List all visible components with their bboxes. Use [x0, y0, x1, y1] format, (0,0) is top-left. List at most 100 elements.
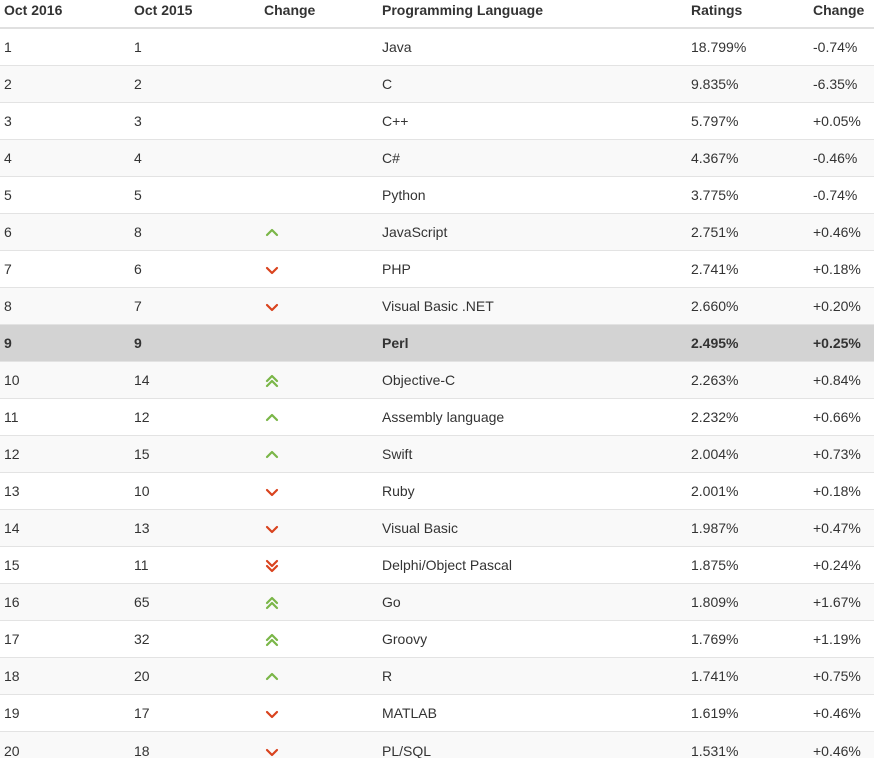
table-row: 14 13 Visual Basic 1.987% +0.47% [0, 510, 874, 547]
change-indicator-cell [264, 557, 382, 573]
rating-cell: 2.495% [691, 335, 739, 351]
rank-cell: 7 [4, 261, 12, 277]
header-programming-language[interactable]: Programming Language [382, 2, 544, 18]
previous-rank-cell: 2 [134, 76, 142, 92]
rating-change-cell: -6.35% [813, 76, 858, 92]
double-chevron-up-icon [265, 596, 279, 610]
rating-change-cell: +0.18% [813, 261, 861, 277]
table-row: 5 5 Python 3.775% -0.74% [0, 177, 874, 214]
double-chevron-up-icon [265, 374, 279, 388]
change-indicator-cell [264, 594, 382, 610]
rank-cell: 3 [4, 113, 12, 129]
previous-rank-cell: 1 [134, 39, 142, 55]
rank-cell: 15 [4, 557, 20, 573]
table-body: 1 1 Java 18.799% -0.74% 2 2 C 9.835% -6.35% 3 3 C++ 5… [0, 29, 874, 758]
change-indicator-cell [264, 261, 382, 277]
rating-change-cell: +0.18% [813, 483, 861, 499]
language-name-cell: Perl [382, 335, 409, 351]
double-chevron-up-icon [265, 633, 279, 647]
rating-cell: 2.001% [691, 483, 739, 499]
chevron-up-icon [265, 670, 279, 684]
previous-rank-cell: 8 [134, 224, 142, 240]
rank-cell: 19 [4, 705, 20, 721]
rating-cell: 1.809% [691, 594, 739, 610]
chevron-down-icon [265, 300, 279, 314]
previous-rank-cell: 17 [134, 705, 150, 721]
rating-change-cell: +0.20% [813, 298, 861, 314]
rating-change-cell: +0.46% [813, 224, 861, 240]
rank-cell: 1 [4, 39, 12, 55]
previous-rank-cell: 18 [134, 742, 150, 758]
rating-change-cell: +0.46% [813, 705, 861, 721]
language-name-cell: Python [382, 187, 426, 203]
rating-change-cell: +0.75% [813, 668, 861, 684]
previous-rank-cell: 14 [134, 372, 150, 388]
rank-cell: 20 [4, 742, 20, 758]
previous-rank-cell: 3 [134, 113, 142, 129]
rating-cell: 1.619% [691, 705, 739, 721]
language-name-cell: Ruby [382, 483, 415, 499]
header-ratings[interactable]: Ratings [691, 2, 743, 18]
header-change[interactable]: Change [264, 2, 316, 18]
rank-cell: 8 [4, 298, 12, 314]
table-row: 10 14 Objective-C 2.263% +0.84% [0, 362, 874, 399]
language-name-cell: Go [382, 594, 401, 610]
rating-change-cell: -0.74% [813, 187, 858, 203]
change-indicator-cell [264, 483, 382, 499]
table-row: 20 18 PL/SQL 1.531% +0.46% [0, 732, 874, 758]
rank-cell: 14 [4, 520, 20, 536]
language-name-cell: C# [382, 150, 400, 166]
change-indicator-cell [264, 668, 382, 684]
rating-cell: 1.769% [691, 631, 739, 647]
rating-cell: 4.367% [691, 150, 739, 166]
language-name-cell: Objective-C [382, 372, 456, 388]
rating-cell: 2.660% [691, 298, 739, 314]
change-indicator-cell [264, 520, 382, 536]
rating-cell: 5.797% [691, 113, 739, 129]
previous-rank-cell: 20 [134, 668, 150, 684]
language-name-cell: C [382, 76, 393, 92]
header-oct-2016[interactable]: Oct 2016 [4, 2, 63, 18]
header-oct-2015[interactable]: Oct 2015 [134, 2, 193, 18]
change-indicator-cell [264, 409, 382, 425]
rank-cell: 2 [4, 76, 12, 92]
rating-change-cell: +0.73% [813, 446, 861, 462]
previous-rank-cell: 7 [134, 298, 142, 314]
change-indicator-cell [264, 631, 382, 647]
table-row: 6 8 JavaScript 2.751% +0.46% [0, 214, 874, 251]
chevron-up-icon [265, 226, 279, 240]
chevron-up-icon [265, 411, 279, 425]
previous-rank-cell: 11 [134, 557, 149, 573]
chevron-down-icon [265, 522, 279, 536]
rating-cell: 2.741% [691, 261, 739, 277]
rank-cell: 16 [4, 594, 20, 610]
language-name-cell: Visual Basic .NET [382, 298, 494, 314]
change-indicator-cell [264, 298, 382, 314]
rank-cell: 6 [4, 224, 12, 240]
previous-rank-cell: 13 [134, 520, 150, 536]
table-row: 18 20 R 1.741% +0.75% [0, 658, 874, 695]
header-rating-change[interactable]: Change [813, 2, 865, 18]
rating-cell: 1.531% [691, 742, 739, 758]
language-name-cell: Delphi/Object Pascal [382, 557, 512, 573]
rating-change-cell: +1.67% [813, 594, 861, 610]
table-row: 17 32 Groovy 1.769% +1.19% [0, 621, 874, 658]
rating-cell: 2.751% [691, 224, 739, 240]
rating-cell: 2.004% [691, 446, 739, 462]
table-row: 3 3 C++ 5.797% +0.05% [0, 103, 874, 140]
rank-cell: 9 [4, 335, 12, 351]
previous-rank-cell: 6 [134, 261, 142, 277]
rank-cell: 12 [4, 446, 20, 462]
rating-cell: 3.775% [691, 187, 739, 203]
rating-cell: 18.799% [691, 39, 747, 55]
chevron-down-icon [265, 707, 279, 721]
rating-cell: 1.875% [691, 557, 739, 573]
language-name-cell: MATLAB [382, 705, 437, 721]
table-row: 1 1 Java 18.799% -0.74% [0, 29, 874, 66]
table-row: 12 15 Swift 2.004% +0.73% [0, 436, 874, 473]
rating-cell: 2.263% [691, 372, 739, 388]
rating-cell: 1.741% [691, 668, 739, 684]
rating-change-cell: -0.46% [813, 150, 858, 166]
rank-cell: 4 [4, 150, 12, 166]
